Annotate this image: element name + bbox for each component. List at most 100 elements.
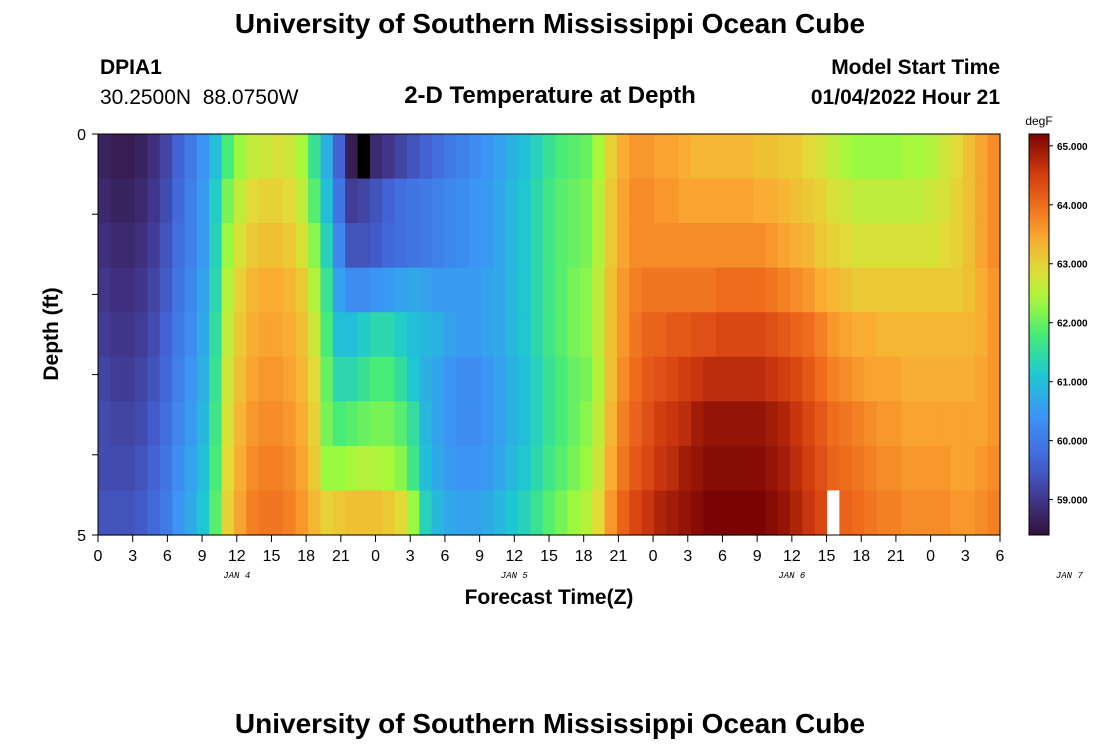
heatmap-cell bbox=[233, 267, 247, 313]
heatmap-cell bbox=[98, 178, 111, 224]
heatmap-cell bbox=[518, 223, 532, 269]
heatmap-cell bbox=[629, 178, 643, 224]
heatmap-cell bbox=[888, 178, 902, 224]
heatmap-cell bbox=[864, 490, 878, 536]
heatmap-cell bbox=[901, 356, 915, 402]
heatmap-cell bbox=[270, 223, 284, 269]
heatmap-cell bbox=[382, 178, 396, 224]
heatmap-cell bbox=[406, 490, 420, 536]
heatmap-cell bbox=[221, 356, 235, 402]
x-tick-label: 21 bbox=[609, 548, 627, 565]
heatmap-cell bbox=[752, 401, 766, 447]
heatmap-cell bbox=[938, 223, 952, 269]
heatmap-cell bbox=[925, 312, 939, 358]
heatmap-cell bbox=[962, 223, 976, 269]
heatmap-cell bbox=[419, 356, 433, 402]
heatmap-cell bbox=[159, 312, 173, 358]
heatmap-cell bbox=[592, 134, 606, 180]
heatmap-cell bbox=[604, 134, 618, 180]
heatmap-cell bbox=[765, 356, 779, 402]
heatmap-cell bbox=[369, 134, 383, 180]
heatmap-cell bbox=[221, 223, 235, 269]
heatmap-cell bbox=[295, 490, 309, 536]
heatmap-cell bbox=[295, 267, 309, 313]
heatmap-cell bbox=[827, 312, 840, 358]
heatmap-cell bbox=[616, 223, 630, 269]
heatmap-cell bbox=[802, 223, 816, 269]
heatmap-cell bbox=[777, 223, 791, 269]
heatmap-cell bbox=[950, 223, 964, 269]
heatmap-cell bbox=[839, 312, 853, 358]
heatmap-cell bbox=[827, 134, 840, 180]
x-tick-label: 12 bbox=[228, 548, 246, 565]
heatmap-cell bbox=[295, 134, 309, 180]
heatmap-cell bbox=[715, 445, 729, 492]
heatmap-cell bbox=[147, 178, 161, 224]
heatmap-cell bbox=[443, 134, 457, 180]
heatmap-cell bbox=[542, 267, 556, 313]
heatmap-cell bbox=[678, 267, 692, 313]
heatmap-cell bbox=[555, 312, 569, 358]
heatmap-cell bbox=[789, 356, 803, 402]
heatmap-cell bbox=[728, 356, 742, 402]
heatmap-cell bbox=[629, 356, 643, 402]
heatmap-cell bbox=[962, 178, 976, 224]
heatmap-cell bbox=[851, 223, 865, 269]
heatmap-cell bbox=[752, 445, 766, 492]
heatmap-cell bbox=[827, 490, 840, 536]
heatmap-cell bbox=[394, 490, 408, 536]
heatmap-cell bbox=[740, 356, 754, 402]
heatmap-cell bbox=[938, 134, 952, 180]
colorbar-unit: degF bbox=[1025, 114, 1052, 128]
heatmap-cell bbox=[765, 445, 779, 492]
heatmap-cell bbox=[814, 267, 828, 313]
heatmap-cell bbox=[406, 356, 420, 402]
heatmap-cell bbox=[172, 356, 186, 402]
heatmap-cell bbox=[975, 445, 989, 492]
heatmap-cell bbox=[851, 356, 865, 402]
heatmap-cell bbox=[481, 401, 494, 447]
x-tick-label: 6 bbox=[718, 548, 727, 565]
heatmap-cell bbox=[431, 267, 445, 313]
heatmap-cell bbox=[913, 356, 927, 402]
heatmap-cell bbox=[270, 401, 284, 447]
heatmap-cell bbox=[555, 401, 569, 447]
x-tick-label: 15 bbox=[818, 548, 836, 565]
heatmap-cell bbox=[233, 223, 247, 269]
heatmap-cell bbox=[654, 267, 667, 313]
heatmap-cell bbox=[555, 223, 569, 269]
heatmap-cell bbox=[233, 490, 247, 536]
x-tick-label: 18 bbox=[852, 548, 870, 565]
heatmap-cell bbox=[530, 356, 544, 402]
heatmap-cell bbox=[530, 490, 544, 536]
heatmap-cell bbox=[468, 223, 482, 269]
heatmap-cell bbox=[962, 445, 976, 492]
x-tick-label: 21 bbox=[887, 548, 905, 565]
heatmap-cell bbox=[616, 401, 630, 447]
heatmap-cell bbox=[827, 356, 840, 402]
heatmap-cell bbox=[295, 356, 309, 402]
heatmap-cell bbox=[431, 490, 445, 536]
heatmap-cell bbox=[666, 445, 680, 492]
x-tick-label: 0 bbox=[371, 548, 380, 565]
heatmap-cell bbox=[369, 223, 383, 269]
heatmap-cell bbox=[270, 356, 284, 402]
heatmap-cell bbox=[740, 223, 754, 269]
heatmap-cell bbox=[505, 178, 519, 224]
heatmap-cell bbox=[505, 134, 519, 180]
heatmap-cell bbox=[159, 401, 173, 447]
heatmap-cell bbox=[641, 490, 655, 536]
heatmap-cell bbox=[666, 223, 680, 269]
heatmap-cell bbox=[987, 178, 1001, 224]
heatmap-cell bbox=[975, 134, 989, 180]
heatmap-cell bbox=[530, 178, 544, 224]
heatmap-cell bbox=[172, 490, 186, 536]
heatmap-cell bbox=[308, 356, 322, 402]
heatmap-cell bbox=[913, 490, 927, 536]
heatmap-cell bbox=[110, 267, 124, 313]
heatmap-cell bbox=[851, 267, 865, 313]
heatmap-cell bbox=[604, 178, 618, 224]
heatmap-cell bbox=[567, 490, 581, 536]
heatmap-cell bbox=[98, 134, 111, 180]
heatmap-cell bbox=[369, 267, 383, 313]
